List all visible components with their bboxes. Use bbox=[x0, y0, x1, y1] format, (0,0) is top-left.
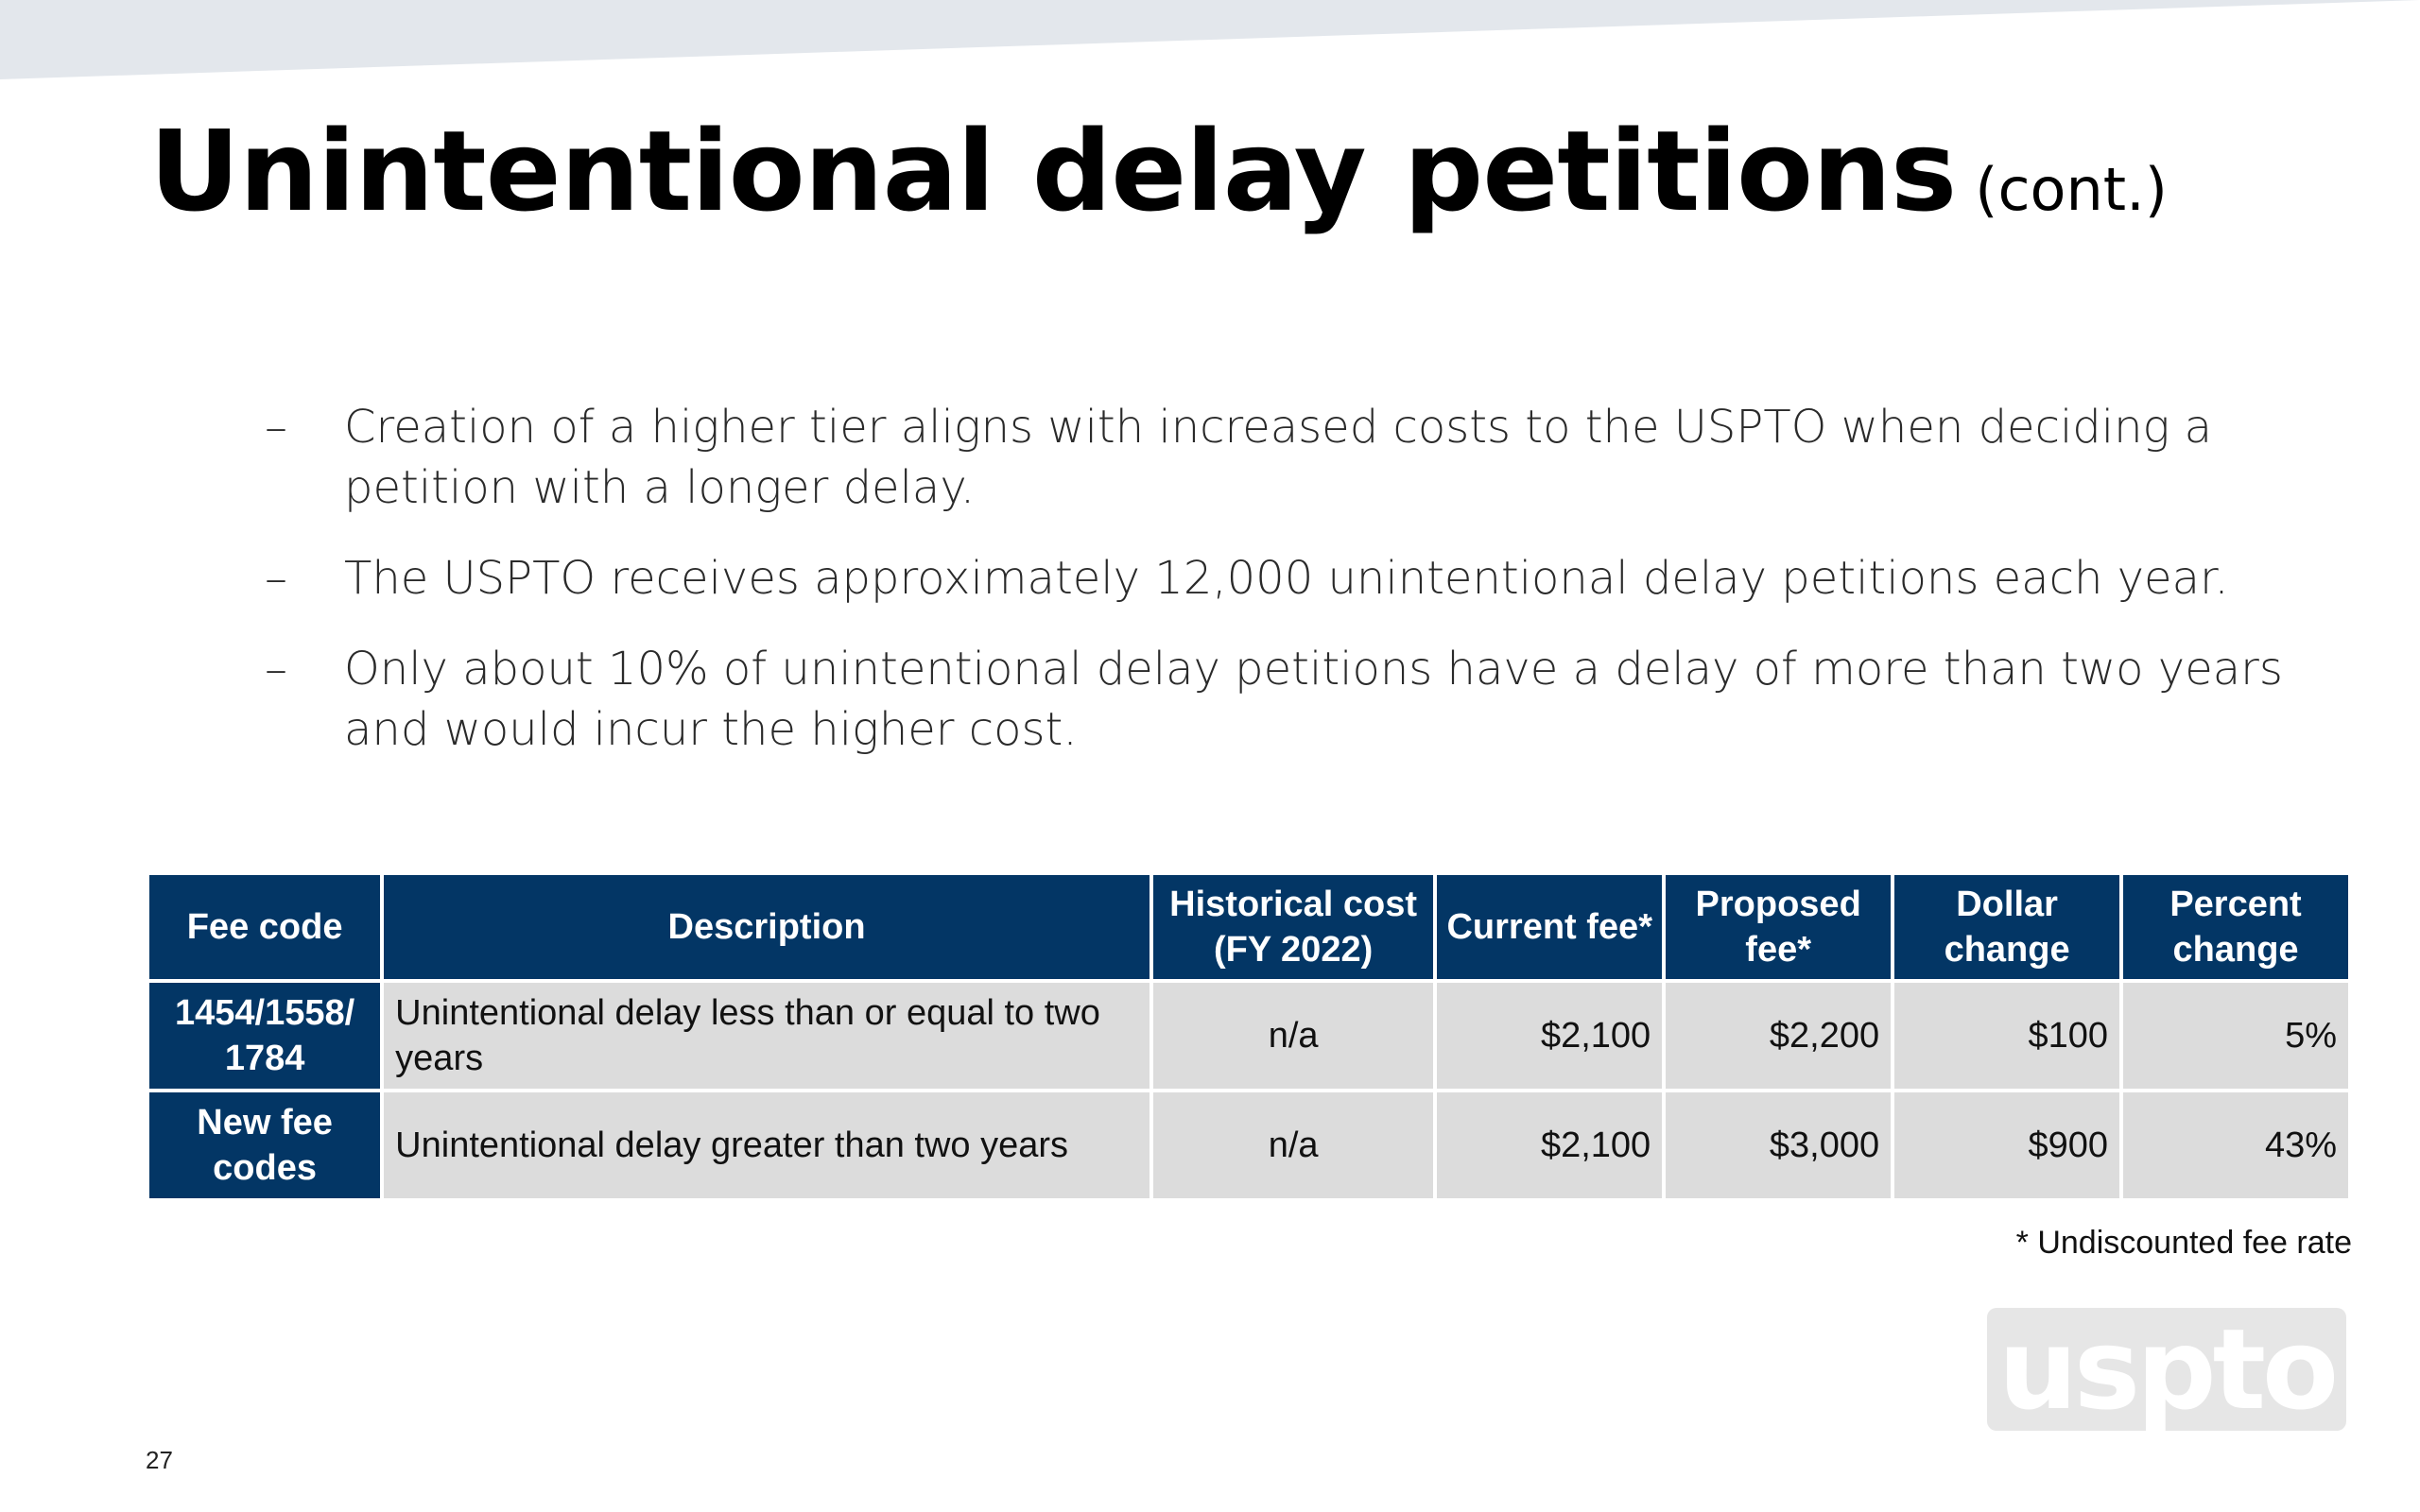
footnote: * Undiscounted fee rate bbox=[2015, 1225, 2352, 1261]
bullet-item: – Creation of a higher tier aligns with i… bbox=[265, 397, 2297, 518]
dollar-change-cell: $100 bbox=[1894, 983, 2120, 1089]
bullet-dash: – bbox=[265, 643, 287, 696]
table-header-row: Fee code Description Historical cost (FY… bbox=[149, 875, 2348, 979]
slide-title: Unintentional delay petitions (cont.) bbox=[149, 106, 2168, 236]
percent-change-cell: 5% bbox=[2123, 983, 2348, 1089]
header-current-fee: Current fee* bbox=[1437, 875, 1663, 979]
fee-code-cell: New fee codes bbox=[149, 1092, 381, 1198]
header-historical-cost: Historical cost (FY 2022) bbox=[1152, 875, 1434, 979]
title-main: Unintentional delay petitions bbox=[149, 106, 1957, 236]
description-cell: Unintentional delay less than or equal t… bbox=[384, 983, 1150, 1089]
proposed-fee-cell: $2,200 bbox=[1666, 983, 1892, 1089]
table-row: New fee codes Unintentional delay greate… bbox=[149, 1092, 2348, 1198]
bullet-item: – The USPTO receives approximately 12,000… bbox=[265, 548, 2297, 609]
uspto-logo: uspto bbox=[1987, 1308, 2346, 1431]
historical-cost-cell: n/a bbox=[1152, 1092, 1434, 1198]
header-proposed-fee: Proposed fee* bbox=[1666, 875, 1892, 979]
bullet-text: The USPTO receives approximately 12,000 … bbox=[344, 552, 2229, 605]
bullet-text: Only about 10% of unintentional delay pe… bbox=[344, 643, 2283, 756]
table-row: 1454/1558/ 1784 Unintentional delay less… bbox=[149, 983, 2348, 1089]
bullet-text: Creation of a higher tier aligns with in… bbox=[344, 401, 2212, 514]
description-cell: Unintentional delay greater than two yea… bbox=[384, 1092, 1150, 1198]
bullet-item: – Only about 10% of unintentional delay p… bbox=[265, 639, 2297, 760]
fee-code-cell: 1454/1558/ 1784 bbox=[149, 983, 381, 1089]
logo-text: uspto bbox=[1997, 1304, 2339, 1435]
header-description: Description bbox=[384, 875, 1150, 979]
page-number: 27 bbox=[146, 1446, 173, 1474]
bullet-dash: – bbox=[265, 552, 287, 605]
header-fee-code: Fee code bbox=[149, 875, 381, 979]
current-fee-cell: $2,100 bbox=[1437, 983, 1663, 1089]
dollar-change-cell: $900 bbox=[1894, 1092, 2120, 1198]
bullet-dash: – bbox=[265, 401, 287, 454]
top-decorative-band bbox=[0, 0, 2420, 79]
title-suffix: (cont.) bbox=[1975, 155, 2168, 224]
proposed-fee-cell: $3,000 bbox=[1666, 1092, 1892, 1198]
percent-change-cell: 43% bbox=[2123, 1092, 2348, 1198]
header-dollar-change: Dollar change bbox=[1894, 875, 2120, 979]
historical-cost-cell: n/a bbox=[1152, 983, 1434, 1089]
fee-table: Fee code Description Historical cost (FY… bbox=[146, 871, 2352, 1202]
header-percent-change: Percent change bbox=[2123, 875, 2348, 979]
current-fee-cell: $2,100 bbox=[1437, 1092, 1663, 1198]
bullet-list: – Creation of a higher tier aligns with i… bbox=[265, 397, 2297, 790]
